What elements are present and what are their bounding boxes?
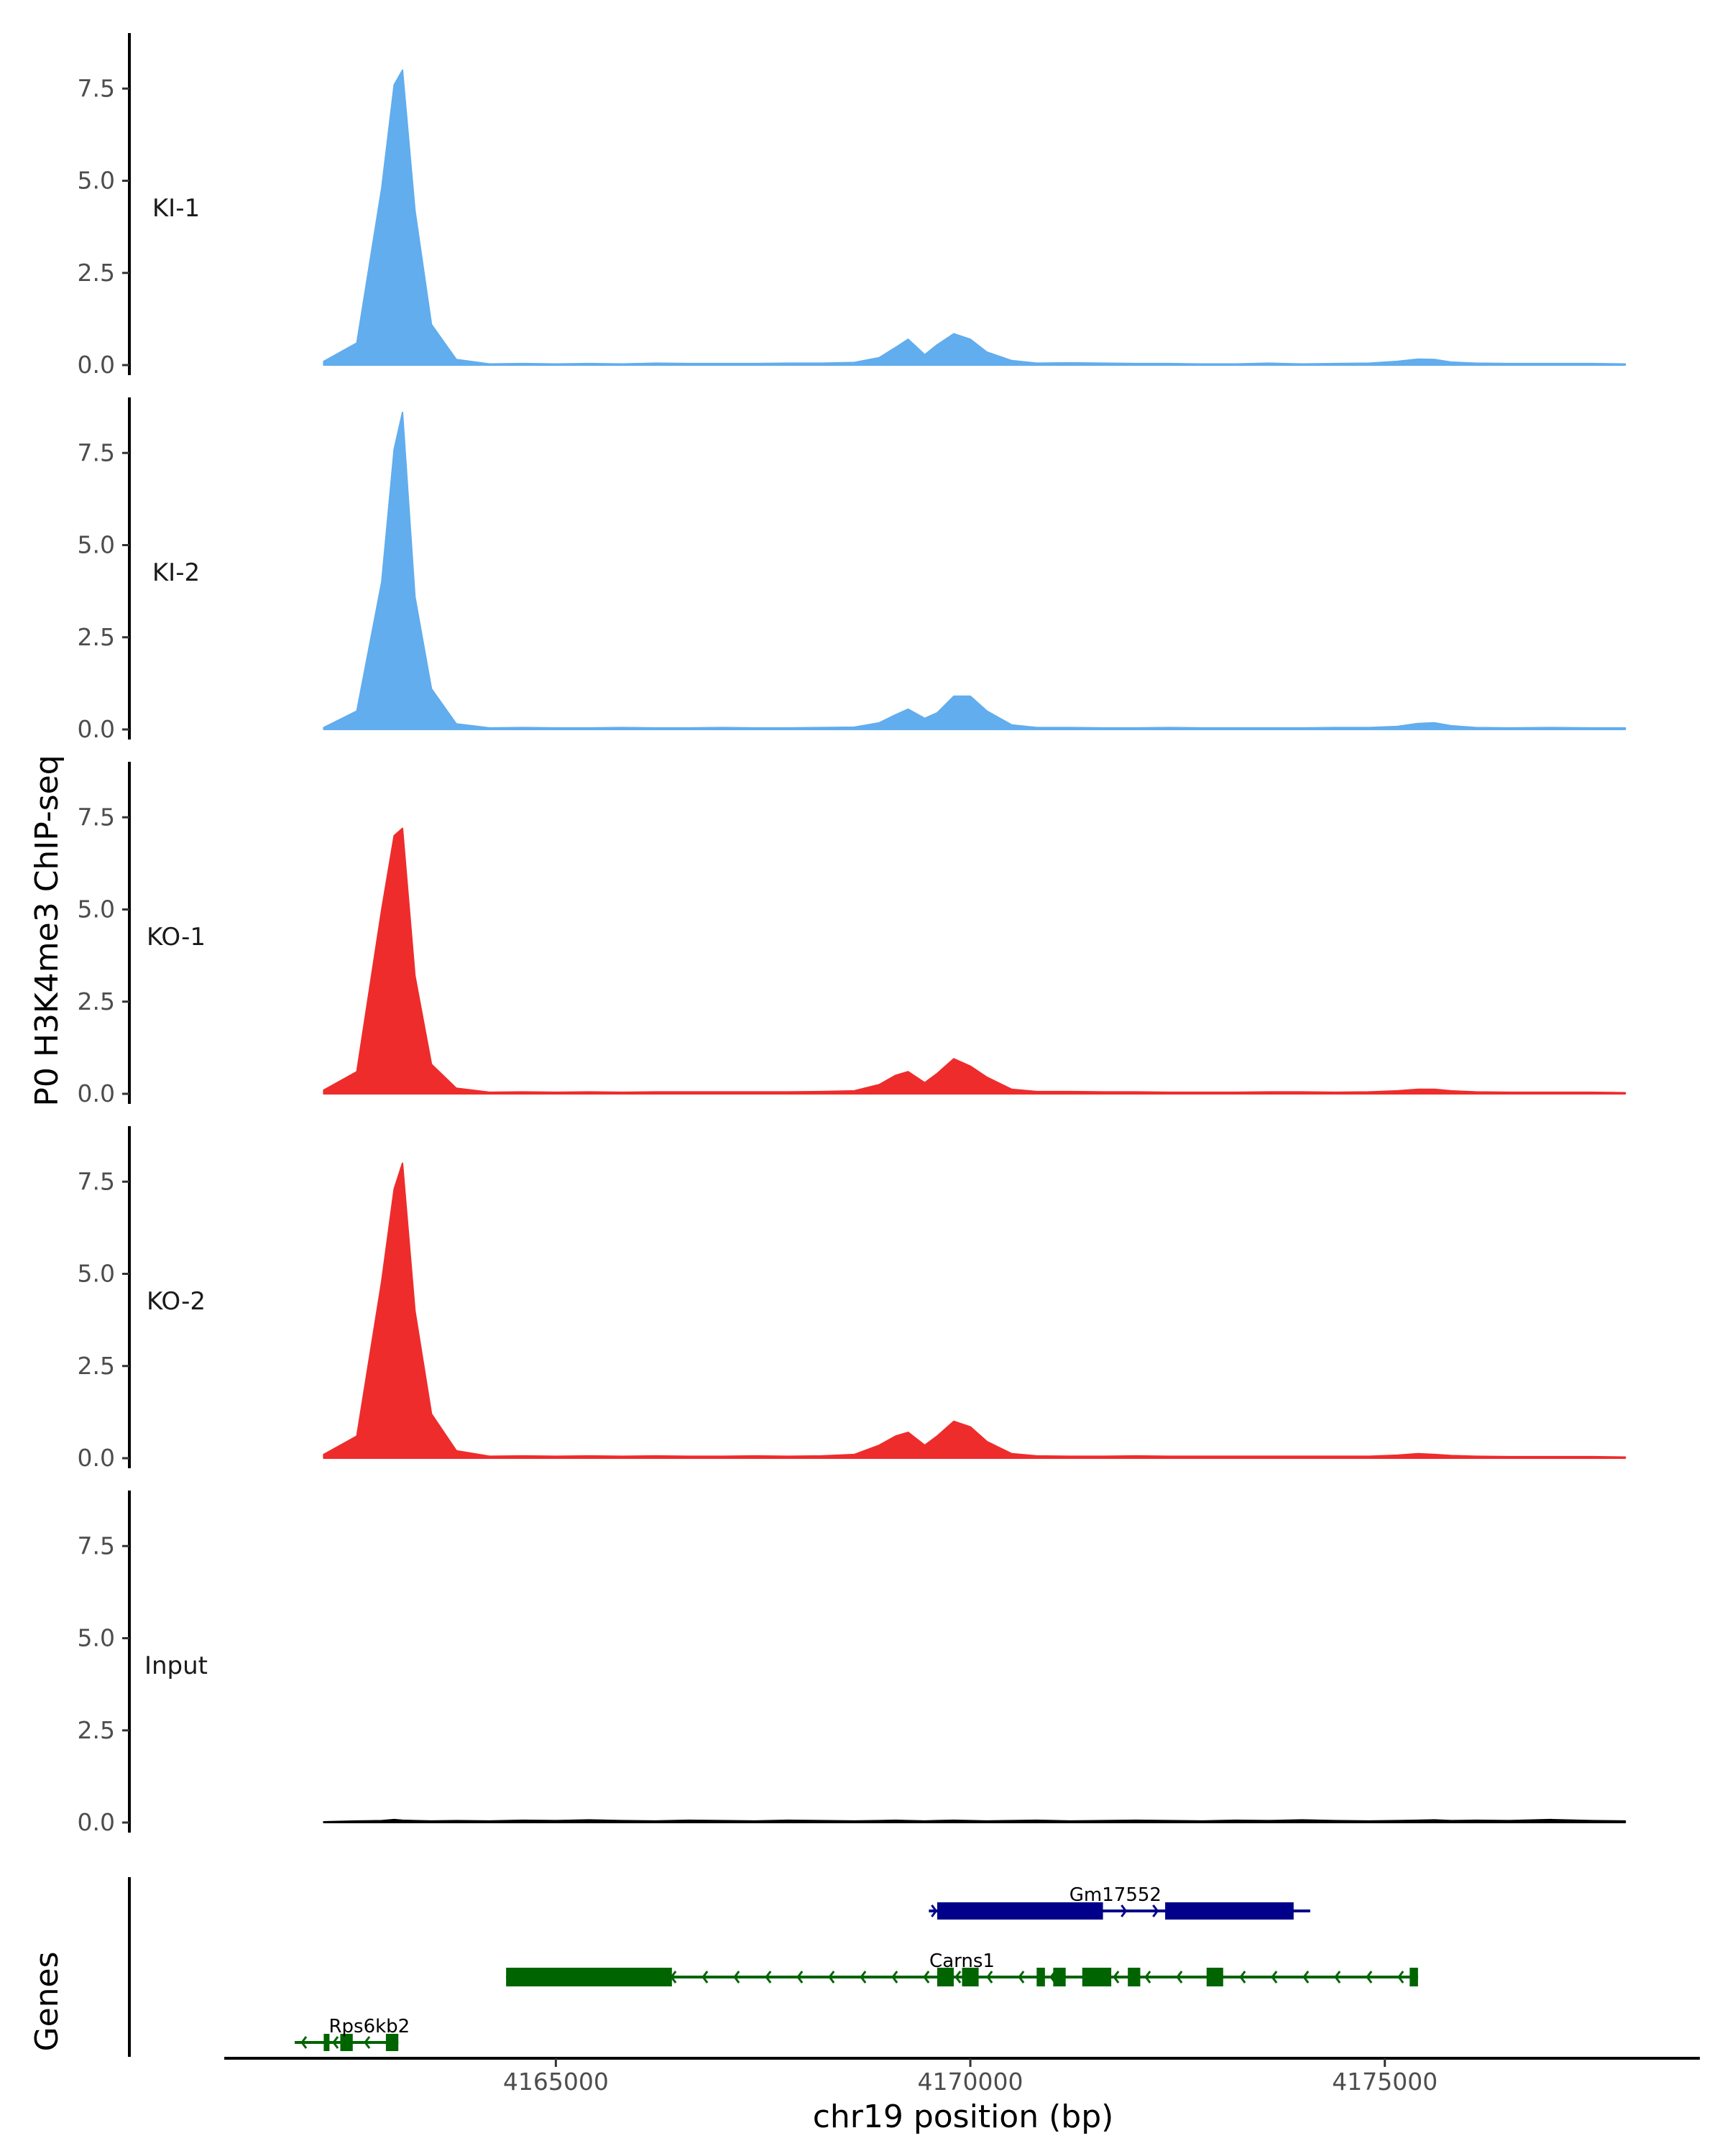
strand-arrow (1113, 1971, 1120, 1984)
strand-arrow (1271, 1971, 1278, 1984)
track-label: Input (144, 1651, 208, 1680)
y-tick-label: 0.0 (78, 351, 115, 379)
x-tick-label: 4165000 (503, 2068, 609, 2096)
strand-arrow (1397, 1971, 1404, 1984)
x-tick-label: 4170000 (918, 2068, 1024, 2096)
strand-arrow (891, 1971, 898, 1984)
x-axis-title: chr19 position (bp) (813, 2099, 1114, 2135)
strand-arrow (364, 2036, 371, 2049)
coverage-area-ko-1 (323, 827, 1627, 1095)
strand-arrow (1144, 1971, 1151, 1984)
gene-rps6kb2: Rps6kb2 (295, 2016, 410, 2051)
strand-arrow (796, 1971, 804, 1984)
strand-arrow (702, 1971, 709, 1984)
x-axis: 4165000 4170000 4175000 (224, 2057, 1700, 2096)
coverage-area-input (323, 1818, 1627, 1823)
strand-arrow (954, 1971, 962, 1984)
track-ko-2: 0.0 2.5 5.0 7.5 KO-2 (78, 1126, 1627, 1472)
y-tick-label: 7.5 (78, 803, 115, 831)
strand-arrow (1176, 1971, 1183, 1984)
y-tick-label: 2.5 (78, 1352, 115, 1380)
gene-gm17552: Gm17552 (929, 1884, 1310, 1920)
strand-arrow (1366, 1971, 1373, 1984)
y-tick-label: 7.5 (78, 1531, 115, 1560)
y-axis-title: P0 H3K4me3 ChIP-seq (29, 755, 65, 1106)
exon (385, 2034, 399, 2051)
exon (506, 1968, 672, 1986)
y-tick-label: 0.0 (78, 1808, 115, 1836)
y-tick-label: 2.5 (78, 623, 115, 651)
y-tick-label: 5.0 (78, 895, 115, 923)
coverage-tracks: 0.0 2.5 5.0 7.5 KI-1 0.0 2.5 5.0 7.5 KI-2 0.0 2.5 5.… (78, 33, 1627, 1836)
strand-arrow (923, 1971, 930, 1984)
track-ki-2: 0.0 2.5 5.0 7.5 KI-2 (78, 397, 1627, 743)
track-label: KI-2 (152, 558, 200, 587)
y-tick-label: 5.0 (78, 531, 115, 559)
exon (1165, 1902, 1294, 1920)
coverage-area-ki-2 (323, 411, 1627, 730)
y-tick-label: 5.0 (78, 1624, 115, 1652)
strand-arrow (300, 2036, 308, 2049)
y-tick-label: 0.0 (78, 715, 115, 743)
genes-axis-title: Genes (29, 1951, 65, 2051)
gene-carns1: Carns1 (506, 1950, 1418, 1986)
track-label: KO-1 (147, 923, 206, 952)
strand-arrow (860, 1971, 867, 1984)
gene-name-label: Carns1 (929, 1950, 995, 1972)
exon (323, 2034, 330, 2051)
strand-arrow (733, 1971, 740, 1984)
y-tick-label: 0.0 (78, 1444, 115, 1472)
strand-arrow (1152, 1904, 1159, 1917)
track-input: 0.0 2.5 5.0 7.5 Input (78, 1491, 1627, 1836)
y-tick-label: 7.5 (78, 1167, 115, 1195)
y-tick-label: 2.5 (78, 1716, 115, 1744)
y-tick-label: 7.5 (78, 438, 115, 466)
coverage-area-ki-1 (323, 69, 1627, 366)
y-tick-label: 7.5 (78, 74, 115, 102)
strand-arrow (332, 2036, 339, 2049)
track-label: KO-2 (147, 1287, 206, 1316)
gene-name-label: Rps6kb2 (328, 2016, 410, 2037)
y-tick-label: 5.0 (78, 167, 115, 195)
exon (1206, 1968, 1223, 1986)
coverage-area-ko-2 (323, 1162, 1627, 1459)
track-label: KI-1 (152, 194, 200, 223)
y-tick-label: 5.0 (78, 1260, 115, 1288)
exon (1082, 1968, 1112, 1986)
exon (1053, 1968, 1066, 1986)
y-tick-label: 2.5 (78, 987, 115, 1015)
strand-arrow (828, 1971, 835, 1984)
exon (1128, 1968, 1141, 1986)
exon (937, 1968, 954, 1986)
strand-arrow (931, 1904, 938, 1917)
exon (962, 1968, 979, 1986)
gene-name-label: Gm17552 (1070, 1884, 1162, 1906)
exon (1036, 1968, 1045, 1986)
exon (937, 1902, 1103, 1920)
exon (1409, 1968, 1418, 1986)
strand-arrow (1239, 1971, 1246, 1984)
y-tick-label: 2.5 (78, 259, 115, 287)
strand-arrow (986, 1971, 993, 1984)
x-tick-label: 4175000 (1332, 2068, 1438, 2096)
gene-track: Gm17552 Carns1 Rps6kb2 (128, 1877, 1418, 2057)
strand-arrow (1121, 1904, 1128, 1917)
strand-arrow (1334, 1971, 1341, 1984)
strand-arrow (1302, 1971, 1310, 1984)
strand-arrow (1018, 1971, 1025, 1984)
exon (340, 2034, 353, 2051)
track-ko-1: 0.0 2.5 5.0 7.5 KO-1 (78, 762, 1627, 1107)
track-ki-1: 0.0 2.5 5.0 7.5 KI-1 (78, 33, 1627, 379)
strand-arrow (765, 1971, 772, 1984)
y-tick-label: 0.0 (78, 1079, 115, 1107)
